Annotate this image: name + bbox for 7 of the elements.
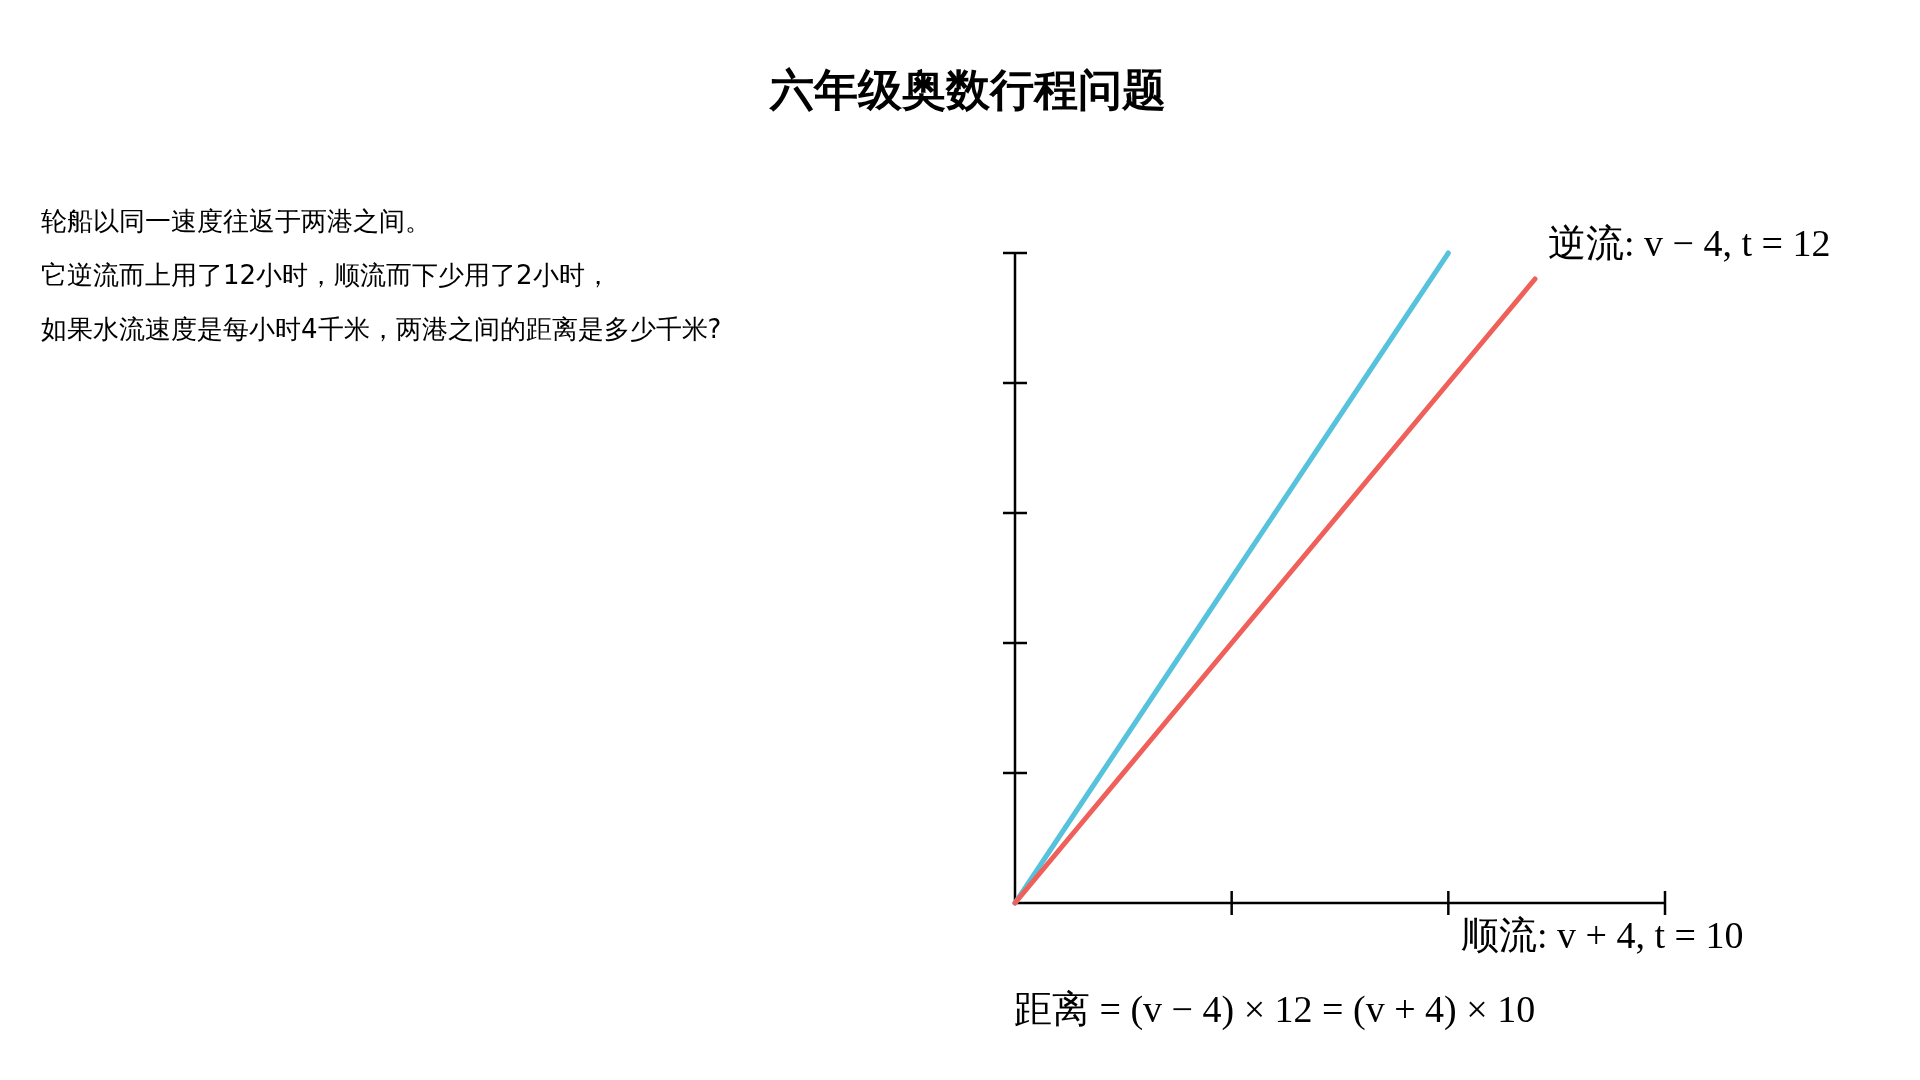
text: 它逆流而上用了12小时，顺流而下少用了2小时， (41, 260, 611, 290)
text: 顺流: v + 4, t = 10 (1461, 914, 1744, 956)
annotation: 逆流: v − 4, t = 12 (1548, 222, 1831, 264)
text: 距离 = (v − 4) × 12 = (v + 4) × 10 (1014, 988, 1536, 1031)
text: 轮船以同一速度往返于两港之间。 (41, 206, 431, 236)
text: 如果水流速度是每小时4千米，两港之间的距离是多少千米? (41, 314, 722, 344)
chart-title: 六年级奥数行程问题 (769, 64, 1166, 115)
